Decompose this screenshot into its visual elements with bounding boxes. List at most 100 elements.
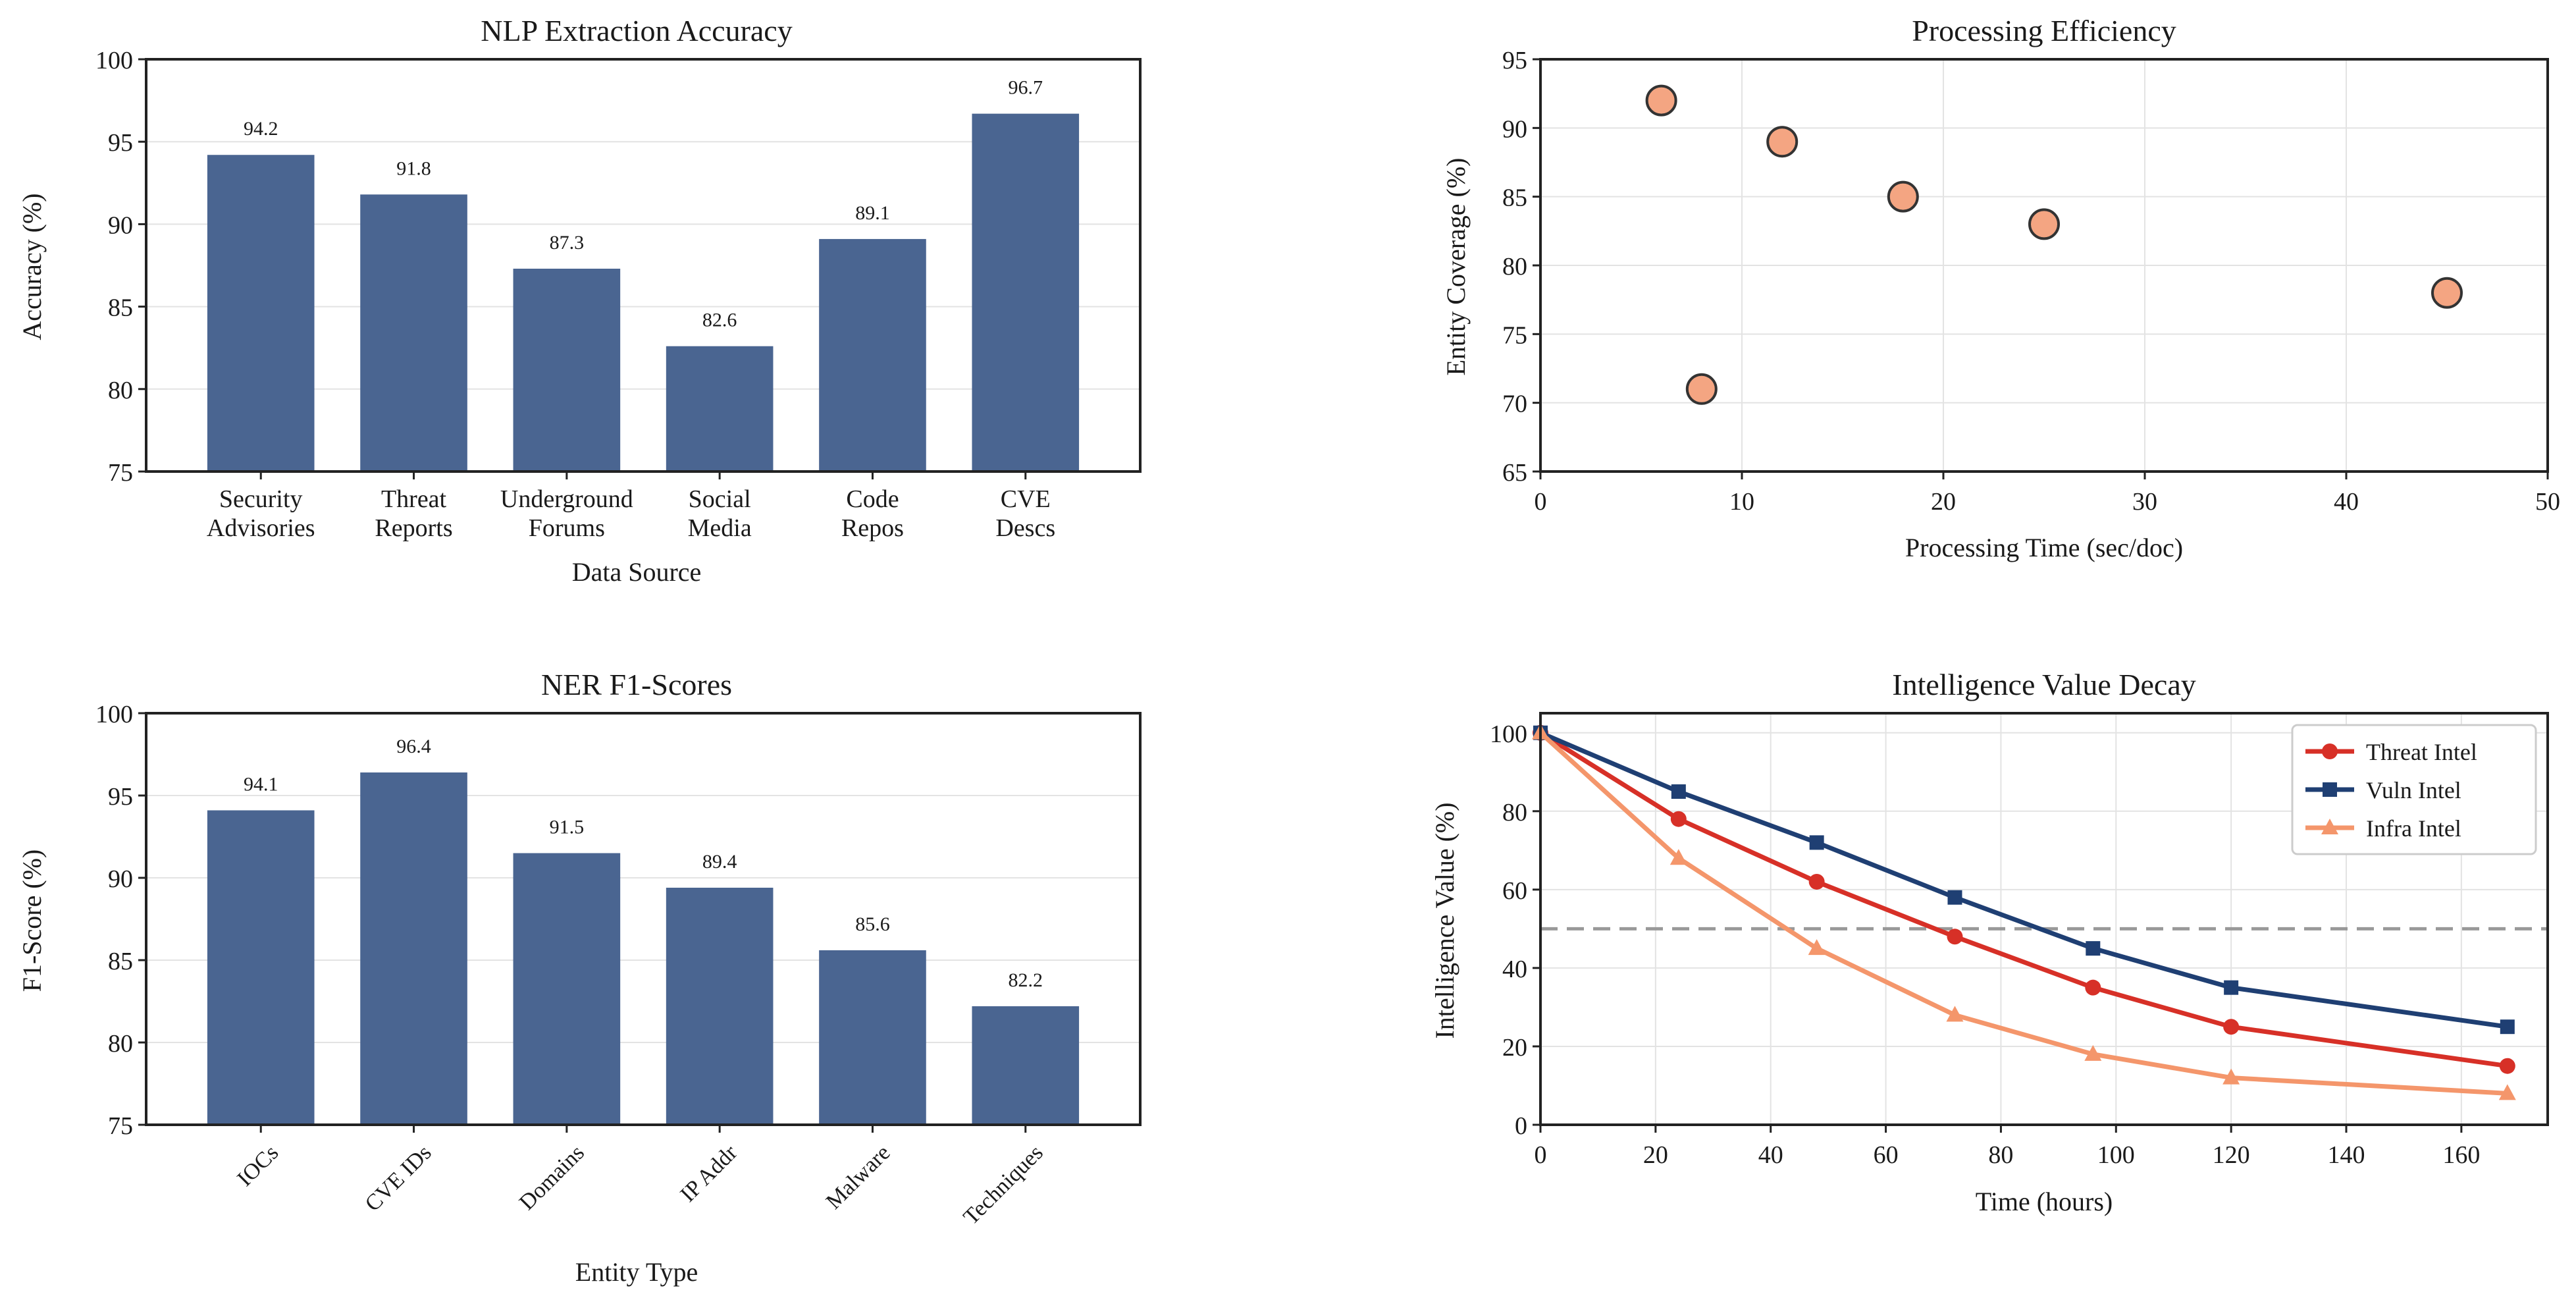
chart-title: NER F1-Scores xyxy=(541,668,732,701)
y-axis-label: Intelligence Value (%) xyxy=(1430,802,1459,1039)
legend-label: Infra Intel xyxy=(2366,815,2461,842)
x-tick-label: 80 xyxy=(1988,1141,2013,1169)
bar xyxy=(972,113,1080,472)
legend-marker xyxy=(2323,782,2337,797)
bar xyxy=(513,269,621,472)
bar-value-label: 82.6 xyxy=(702,310,737,331)
y-tick-label: 80 xyxy=(1502,253,1527,281)
scatter-point xyxy=(1685,373,1718,405)
y-tick-label: 100 xyxy=(1490,720,1527,748)
scatter-point xyxy=(1645,84,1677,117)
legend-marker xyxy=(2321,819,2338,834)
series-point xyxy=(1947,929,1963,945)
y-tick-label: 85 xyxy=(108,948,133,975)
x-tick-label: 60 xyxy=(1874,1141,1899,1169)
series-point xyxy=(2500,1019,2515,1035)
x-tick-label: 10 xyxy=(1729,488,1754,516)
bar xyxy=(819,238,926,472)
y-tick-label: 90 xyxy=(108,865,133,893)
x-axis-label: Processing Time (sec/doc) xyxy=(1905,533,2183,562)
y-axis-label: Entity Coverage (%) xyxy=(1441,158,1471,376)
bar xyxy=(207,810,315,1125)
x-axis-label: Time (hours) xyxy=(1976,1187,2113,1216)
value-decay-chart: Intelligence Value Decay Time (hours) In… xyxy=(1430,668,2549,1216)
legend-box xyxy=(2291,724,2537,855)
bar xyxy=(360,772,467,1125)
x-tick-label: Forums xyxy=(529,514,605,542)
bar xyxy=(513,853,621,1125)
bar xyxy=(819,950,926,1125)
y-tick-label: 20 xyxy=(1502,1034,1527,1062)
bar xyxy=(360,194,467,472)
bar-value-label: 94.2 xyxy=(244,118,278,140)
plot-frame xyxy=(1539,712,2549,1126)
legend-label: Vuln Intel xyxy=(2366,777,2461,803)
y-tick-label: 80 xyxy=(1502,799,1527,826)
y-tick-label: 75 xyxy=(1502,321,1527,349)
chart-title: Intelligence Value Decay xyxy=(1892,668,2195,701)
x-tick-label: 160 xyxy=(2442,1141,2480,1169)
legend-marker xyxy=(2322,743,2338,759)
y-tick-label: 85 xyxy=(1502,184,1527,212)
bar-value-label: 85.6 xyxy=(855,913,890,935)
x-tick-label: IP Addr xyxy=(675,1140,742,1206)
bar xyxy=(666,888,774,1125)
y-tick-label: 100 xyxy=(95,701,133,728)
x-tick-label: Threat xyxy=(381,485,447,513)
y-axis-label: F1-Score (%) xyxy=(17,850,47,992)
series-point xyxy=(2222,1068,2240,1085)
x-tick-label: Descs xyxy=(995,514,1055,542)
legend: Threat Intel Vuln Intel Infra Intel xyxy=(2291,724,2537,855)
x-tick-label: CVE xyxy=(1001,485,1051,513)
x-tick-label: Underground xyxy=(500,485,633,513)
bar-value-label: 91.5 xyxy=(550,817,585,838)
x-tick-label: Security xyxy=(219,485,303,513)
series-point xyxy=(2224,980,2239,995)
y-tick-label: 65 xyxy=(1502,459,1527,487)
bar xyxy=(972,1006,1080,1125)
y-tick-label: 90 xyxy=(1502,115,1527,143)
series-point xyxy=(2223,1019,2240,1035)
x-tick-label: 20 xyxy=(1931,488,1956,516)
bar-value-label: 89.1 xyxy=(855,202,890,224)
series-point xyxy=(1669,849,1687,865)
y-tick-label: 95 xyxy=(108,129,133,157)
bar-value-label: 96.4 xyxy=(396,736,431,757)
nlp-accuracy-chart: NLP Extraction Accuracy Data Source Accu… xyxy=(17,14,1142,587)
plot-frame xyxy=(145,58,1142,473)
scatter-point xyxy=(1887,180,1919,213)
bar-value-label: 94.1 xyxy=(244,774,278,796)
series-point xyxy=(1808,873,1825,890)
legend-label: Threat Intel xyxy=(2366,739,2477,765)
scatter-point xyxy=(1766,126,1799,158)
series-point xyxy=(1946,1006,1964,1022)
x-tick-label: Social xyxy=(689,485,751,513)
y-tick-label: 60 xyxy=(1502,877,1527,905)
x-axis-label: Data Source xyxy=(572,557,702,587)
bar-value-label: 96.7 xyxy=(1009,77,1043,99)
series-point xyxy=(1808,939,1826,956)
plot-frame xyxy=(1539,58,2549,473)
series-point xyxy=(1809,835,1824,850)
x-tick-label: Media xyxy=(688,514,752,542)
scatter-point xyxy=(2431,277,2463,309)
x-tick-label: Domains xyxy=(515,1141,589,1215)
scatter-point xyxy=(2028,208,2060,240)
y-tick-label: 75 xyxy=(108,459,133,487)
x-tick-label: Techniques xyxy=(959,1141,1048,1229)
x-axis-label: Entity Type xyxy=(575,1257,698,1287)
y-tick-label: 95 xyxy=(1502,47,1527,74)
chart-title: Processing Efficiency xyxy=(1912,14,2176,47)
series-point xyxy=(1671,784,1686,799)
y-tick-label: 75 xyxy=(108,1112,133,1140)
x-tick-label: Repos xyxy=(841,514,904,542)
x-tick-label: IOCs xyxy=(232,1141,283,1191)
x-tick-label: 30 xyxy=(2132,488,2157,516)
x-tick-label: 40 xyxy=(1758,1141,1783,1169)
ner-f1-chart: NER F1-Scores Entity Type F1-Score (%) 7… xyxy=(17,668,1142,1287)
bar-value-label: 87.3 xyxy=(550,232,585,254)
series-point xyxy=(2085,979,2101,996)
x-tick-label: 100 xyxy=(2097,1141,2135,1169)
series-point xyxy=(1670,811,1687,827)
